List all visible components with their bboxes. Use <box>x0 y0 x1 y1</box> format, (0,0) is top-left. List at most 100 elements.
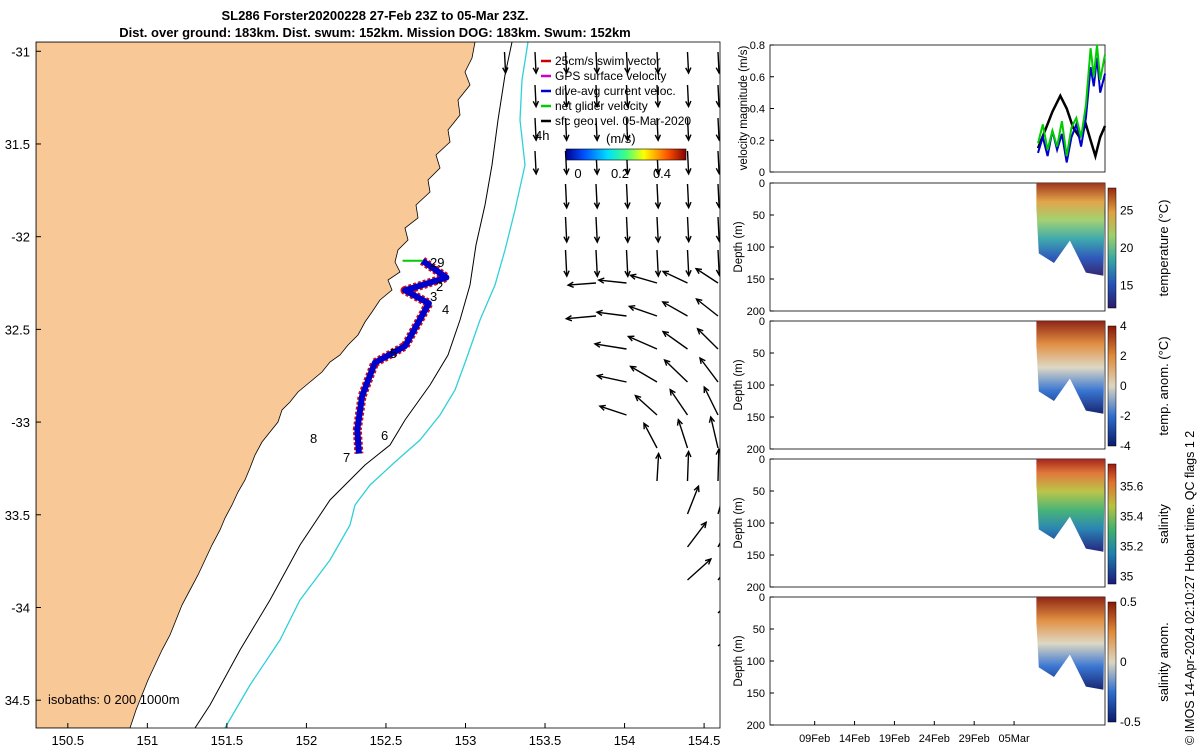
map-xtick-label: 154.5 <box>688 733 721 748</box>
depth-ytick: 150 <box>747 550 765 562</box>
map-xtick-label: 152.5 <box>370 733 403 748</box>
legend-entry: sfc geo. vel. 05-Mar-2020 <box>555 114 691 128</box>
colorbar-tick-1: 0.2 <box>611 166 629 181</box>
colorbar-tick: 15 <box>1120 279 1134 293</box>
glider-track: 29 234 5 6 7 8 4h <box>310 128 549 465</box>
map-ytick-label: 31.5 <box>5 137 30 152</box>
velocity-ytick: 0.2 <box>750 135 765 147</box>
colorbar-tick: 0.5 <box>1120 595 1137 609</box>
surface-velocity-vectors <box>502 51 720 647</box>
colorbar-tick: -2 <box>1120 409 1131 423</box>
colorbar-label: salinity <box>1156 504 1171 544</box>
colorbar-tick: -4 <box>1120 439 1131 453</box>
depth-ylabel: Depth (m) <box>733 635 745 686</box>
depth-ytick: 200 <box>747 444 765 456</box>
map-ytick-label: -33 <box>11 415 30 430</box>
legend-entry: GPS surface velocity <box>555 69 666 83</box>
depth-ytick: 150 <box>747 412 765 424</box>
date-xtick: 09Feb <box>799 733 830 745</box>
depth-colorbar <box>1107 187 1117 309</box>
track-label: 7 <box>343 450 350 465</box>
depth-ytick: 0 <box>759 592 765 604</box>
land-mass <box>36 42 476 728</box>
date-xtick: 29Feb <box>959 733 990 745</box>
map-xtick-label: 152 <box>296 733 318 748</box>
colorbar-tick-2: 0.4 <box>653 166 671 181</box>
date-xtick: 19Feb <box>879 733 910 745</box>
depth-colorbar <box>1107 325 1117 447</box>
depth-ytick: 200 <box>747 306 765 318</box>
velocity-ytick: 0.8 <box>750 40 765 52</box>
map-xtick-label: 150.5 <box>52 733 85 748</box>
map-xtick-label: 153.5 <box>529 733 562 748</box>
map-ytick-label: 32.5 <box>5 322 30 337</box>
map-xtick-label: 153 <box>455 733 477 748</box>
date-xtick: 05Mar <box>998 733 1030 745</box>
depth-ylabel: Depth (m) <box>733 359 745 410</box>
track-label: 6 <box>381 428 388 443</box>
date-xtick: 14Feb <box>839 733 870 745</box>
depth-ytick: 100 <box>747 656 765 668</box>
depth-ytick: 150 <box>747 274 765 286</box>
legend-entry: 25cm/s swim vector <box>555 54 660 68</box>
velocity-ylabel: velocity magnitude (m/s) <box>738 46 750 171</box>
map-ytick-label: 33.5 <box>5 508 30 523</box>
map-xtick-label: 151.5 <box>211 733 244 748</box>
map-xtick-label: 154 <box>614 733 636 748</box>
legend-entry: dive-avg current veloc. <box>555 84 676 98</box>
colorbar-label: salinity anom. <box>1156 622 1171 701</box>
track-label: 8 <box>310 431 317 446</box>
track-label: 4 <box>442 302 449 317</box>
colorbar-tick: 0 <box>1120 379 1127 393</box>
colorbar-label: temp. anom. (°C) <box>1156 336 1171 435</box>
map-ytick-label: -32 <box>11 230 30 245</box>
velocity-series-line <box>1037 44 1106 157</box>
depth-ylabel: Depth (m) <box>733 221 745 272</box>
isobaths-label: isobaths: 0 200 1000m <box>48 692 180 707</box>
depth-ytick: 100 <box>747 242 765 254</box>
velocity-ytick: 0.4 <box>750 104 765 116</box>
depth-ytick: 50 <box>753 348 765 360</box>
velocity-ytick: 0.6 <box>750 72 765 84</box>
depth-ytick: 50 <box>753 624 765 636</box>
isobath-200m <box>194 42 513 728</box>
map-ytick-label: 34.5 <box>5 693 30 708</box>
map-ytick-label: -31 <box>11 44 30 59</box>
colorbar-tick: 35 <box>1120 570 1134 584</box>
map-ytick-label: -34 <box>11 600 30 615</box>
colorbar-tick: 0 <box>1120 655 1127 669</box>
dive-avg-trace <box>354 258 450 454</box>
colorbar-tick: 20 <box>1120 241 1134 255</box>
depth-ylabel: Depth (m) <box>733 497 745 548</box>
colorbar-tick: -0.5 <box>1120 715 1141 729</box>
depth-section-data <box>1036 597 1105 690</box>
velocity-series-line <box>1036 93 1107 161</box>
depth-ytick: 50 <box>753 486 765 498</box>
depth-ytick: 50 <box>753 210 765 222</box>
depth-ytick: 0 <box>759 454 765 466</box>
colorbar-tick: 35.2 <box>1120 540 1144 554</box>
track-label: 29 <box>430 255 444 270</box>
depth-ytick: 200 <box>747 720 765 732</box>
depth-section-data <box>1036 183 1105 276</box>
map-axes: 150.5 151 151.5 152 152.5 153 153.5 154 154.5 -31… <box>5 44 721 748</box>
depth-ytick: 0 <box>759 316 765 328</box>
track-label: 3 <box>430 289 437 304</box>
legend-entry: net glider velocity <box>555 99 648 113</box>
chart-title-line1: SL286 Forster20200228 27-Feb 23Z to 05-M… <box>221 8 529 23</box>
colorbar-tick: 25 <box>1120 204 1134 218</box>
map-xtick-label: 151 <box>136 733 158 748</box>
depth-ytick: 100 <box>747 518 765 530</box>
colorbar-label: temperature (°C) <box>1156 200 1171 297</box>
colorbar-tick: 35.4 <box>1120 510 1144 524</box>
depth-section-data <box>1036 321 1105 414</box>
isobath-1000m <box>224 42 529 728</box>
track-label: 4h <box>535 128 549 143</box>
colorbar-tick-0: 0 <box>574 166 581 181</box>
track-label: 5 <box>390 346 397 361</box>
depth-colorbar <box>1107 463 1117 585</box>
chart-title-line2: Dist. over ground: 183km. Dist. swum: 15… <box>119 25 631 40</box>
velocity-ytick: 0 <box>759 167 765 179</box>
